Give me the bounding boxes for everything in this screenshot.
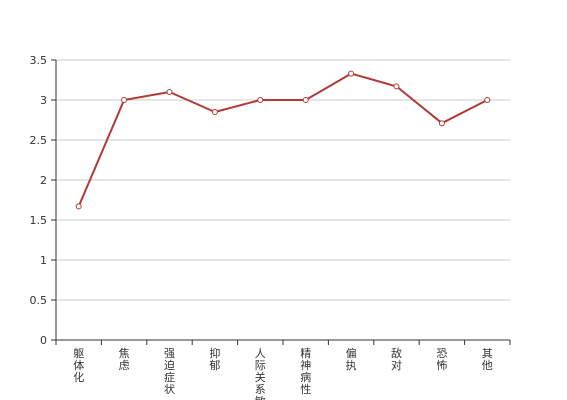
x-category-label-7: 敌对 xyxy=(391,346,402,372)
y-tick-label-7: 3.5 xyxy=(30,54,48,67)
data-point-1[interactable] xyxy=(121,97,128,103)
data-point-5[interactable] xyxy=(302,97,309,103)
grid-lines xyxy=(56,59,510,301)
data-point-3[interactable] xyxy=(211,109,218,115)
x-category-label-0: 躯体化 xyxy=(73,347,84,384)
y-tick-label-5: 2.5 xyxy=(30,134,48,147)
x-axis-categories: 躯体化 焦虑 强迫症状 抑郁 人际关系敏感 精神病性 偏执 敌对 恐怖 其他 xyxy=(55,340,511,400)
y-tick-label-1: 0.5 xyxy=(30,294,48,307)
x-category-label-1: 焦虑 xyxy=(119,347,130,372)
data-point-6[interactable] xyxy=(348,70,355,77)
data-point-4[interactable] xyxy=(257,97,264,103)
data-point-8[interactable] xyxy=(438,120,445,127)
x-category-label-5: 精神病性 xyxy=(300,347,311,396)
y-tick-label-4: 2 xyxy=(40,174,47,187)
data-point-0[interactable] xyxy=(75,203,82,210)
x-category-label-8: 恐怖 xyxy=(436,347,447,372)
y-tick-label-3: 1.5 xyxy=(30,214,48,227)
y-axis-ticks: 0 0.5 1 1.5 2 2.5 3 3.5 xyxy=(30,54,56,347)
data-point-9[interactable] xyxy=(484,97,491,103)
series-line-0 xyxy=(77,72,488,207)
x-category-label-4: 人际关系敏感 xyxy=(255,347,266,400)
data-point-7[interactable] xyxy=(393,83,400,90)
series xyxy=(75,70,491,210)
y-tick-label-2: 1 xyxy=(40,254,47,267)
x-category-label-2: 强迫症状 xyxy=(164,347,175,396)
x-category-label-3: 抑郁 xyxy=(209,346,220,372)
y-tick-label-6: 3 xyxy=(40,94,47,107)
x-category-label-9: 其他 xyxy=(482,347,493,372)
x-category-label-6: 偏执 xyxy=(346,346,357,372)
data-point-2[interactable] xyxy=(166,89,173,95)
y-tick-label-0: 0 xyxy=(40,334,47,347)
